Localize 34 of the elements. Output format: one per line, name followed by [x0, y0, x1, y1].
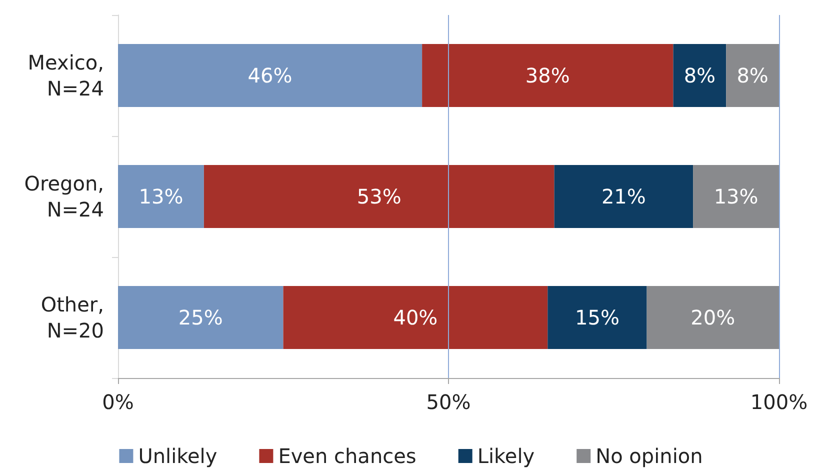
bar — [118, 286, 284, 349]
data-label: 53% — [356, 184, 402, 208]
x-tick-label: 100% — [750, 390, 808, 414]
data-label: 8% — [736, 64, 768, 88]
bar — [554, 165, 694, 228]
x-tick-label: 0% — [102, 390, 134, 414]
bar — [693, 165, 779, 228]
legend-label: Unlikely — [138, 444, 218, 468]
bar — [204, 165, 554, 228]
y-tick-label: Other, N=20 — [40, 292, 104, 342]
bar — [118, 44, 422, 107]
bar — [673, 44, 726, 107]
x-tick-label: 50% — [426, 390, 471, 414]
data-label: 15% — [575, 306, 620, 330]
data-label: 13% — [714, 184, 758, 208]
legend-label: No opinion — [596, 444, 703, 468]
bar — [118, 165, 204, 228]
bar — [422, 44, 674, 107]
data-label: 20% — [690, 306, 736, 330]
bar — [646, 286, 779, 349]
data-label: 21% — [601, 184, 646, 208]
bar — [726, 44, 779, 107]
data-label: 40% — [393, 306, 438, 330]
data-label: 25% — [178, 306, 223, 330]
data-label: 38% — [525, 64, 570, 88]
bar — [548, 286, 647, 349]
data-label: 8% — [684, 64, 716, 88]
y-tick-label: Mexico, N=24 — [28, 50, 104, 100]
bar — [283, 286, 548, 349]
legend-label: Likely — [477, 444, 535, 468]
y-tick-label: Oregon, N=24 — [24, 172, 104, 222]
data-label: 46% — [248, 64, 292, 88]
data-label: 13% — [138, 184, 184, 208]
legend-label: Even chances — [278, 444, 416, 468]
